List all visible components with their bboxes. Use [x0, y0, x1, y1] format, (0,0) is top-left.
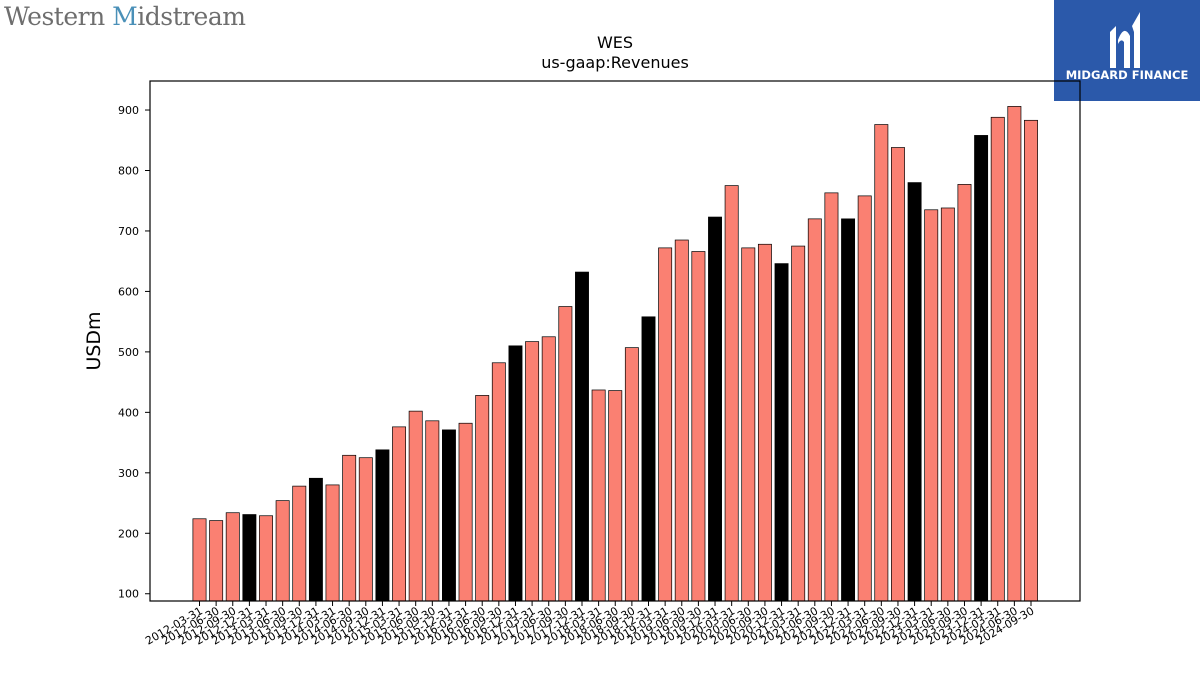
y-axis-label: USDm [83, 311, 105, 370]
plot-frame [149, 80, 1081, 602]
y-axis: 100 200 300 400 500 600 700 800 900 [118, 104, 150, 601]
bars-group [192, 106, 1038, 602]
bar-2012-03-31 [192, 518, 207, 602]
bar-2018-09-30 [624, 347, 639, 602]
y-tick-label: 900 [118, 104, 139, 117]
y-tick-label: 800 [118, 164, 139, 177]
bar-2017-06-30 [541, 336, 556, 602]
bar-2021-12-31 [841, 218, 856, 602]
bar-2024-06-30 [1007, 106, 1022, 602]
x-axis: 2012-03-312012-06-302012-09-302012-12-31… [143, 601, 1037, 648]
bar-2020-09-30 [757, 243, 772, 602]
bar-2016-03-31 [458, 422, 473, 602]
logo-text-rest: idstream [137, 2, 246, 31]
bar-2021-03-31 [791, 245, 806, 602]
bar-2024-09-30 [1024, 119, 1038, 602]
bar-2019-09-30 [691, 251, 706, 602]
y-tick-label: 500 [118, 346, 139, 359]
bar-2012-09-30 [225, 512, 240, 602]
bar-2023-09-30 [957, 184, 972, 602]
bar-2015-09-30 [425, 420, 440, 602]
bar-2020-06-30 [741, 247, 756, 602]
bar-2024-03-31 [990, 116, 1005, 602]
bar-2020-12-31 [774, 263, 789, 602]
bar-2013-09-30 [292, 485, 307, 602]
bar-2020-03-31 [724, 185, 739, 602]
bar-2023-12-31 [974, 135, 989, 602]
bar-2023-03-31 [924, 209, 939, 602]
logo-text-m: M [112, 2, 138, 31]
bar-2016-09-30 [491, 362, 506, 602]
y-tick-label: 400 [118, 406, 139, 419]
bar-2015-03-31 [392, 426, 407, 602]
logo-text-prefix: Western [4, 2, 113, 31]
bar-2019-06-30 [674, 239, 689, 602]
bar-2016-12-31 [508, 345, 523, 602]
y-tick-label: 100 [118, 588, 139, 601]
bar-2018-12-31 [641, 316, 656, 602]
bar-2014-12-31 [375, 449, 390, 602]
bar-2021-09-30 [824, 192, 839, 602]
bar-2012-06-30 [209, 520, 224, 602]
y-tick-label: 300 [118, 467, 139, 480]
bar-2017-09-30 [558, 306, 573, 602]
bar-2017-03-31 [525, 341, 540, 602]
chart-title: WES [597, 33, 633, 52]
bar-2017-12-31 [575, 271, 589, 602]
bar-2014-09-30 [358, 457, 373, 602]
bar-2022-06-30 [874, 124, 889, 602]
bar-2015-12-31 [442, 429, 456, 602]
bar-2014-03-31 [325, 484, 340, 602]
bar-2012-12-31 [242, 514, 257, 602]
midgard-mark-icon [1110, 12, 1140, 68]
bar-2013-12-31 [308, 477, 323, 602]
bar-2014-06-30 [342, 454, 357, 602]
y-tick-label: 600 [118, 285, 139, 298]
midgard-finance-logo: MIDGARD FINANCE [1054, 0, 1200, 101]
bar-2021-06-30 [807, 218, 822, 602]
brand-wordmark: MIDGARD FINANCE [1065, 68, 1189, 82]
bar-2023-06-30 [940, 207, 955, 602]
bar-2018-03-31 [591, 389, 606, 602]
western-midstream-logo: Western Midstream [4, 2, 246, 31]
bar-2022-03-31 [857, 195, 872, 602]
bar-2013-03-31 [259, 515, 273, 602]
bar-2013-06-30 [275, 500, 290, 602]
bar-2016-06-30 [475, 395, 490, 602]
chart-subtitle: us-gaap:Revenues [541, 53, 689, 72]
bar-2018-06-30 [608, 390, 623, 602]
bar-2015-06-30 [408, 410, 423, 602]
bar-2019-03-31 [658, 247, 673, 602]
bar-2022-12-31 [907, 182, 922, 602]
y-tick-label: 200 [118, 527, 139, 540]
y-tick-label: 700 [118, 225, 139, 238]
bar-2022-09-30 [891, 147, 905, 602]
bar-2019-12-31 [708, 216, 722, 602]
